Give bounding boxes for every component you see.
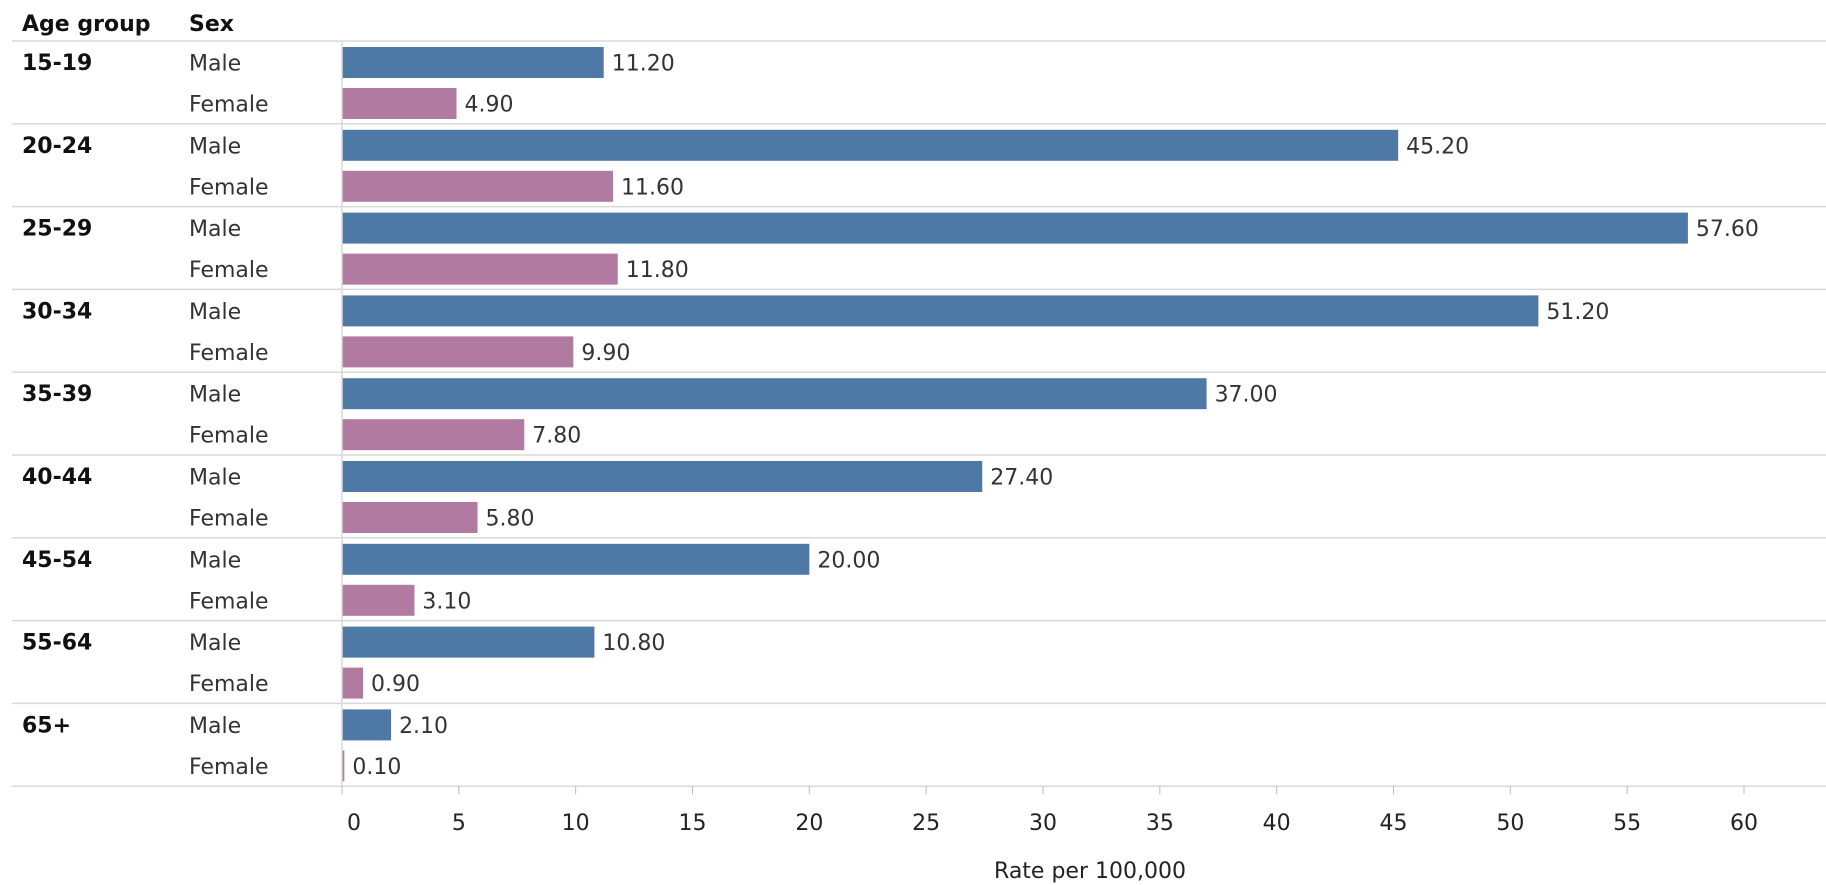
age-group-row: 65+ Male 2.10 Female 0.10 xyxy=(22,709,448,782)
sex-label: Male xyxy=(189,134,241,159)
bar-value-label: 37.00 xyxy=(1215,383,1278,408)
sex-label: Male xyxy=(189,217,241,242)
sex-header: Sex xyxy=(189,12,234,37)
sex-label: Female xyxy=(189,258,269,283)
sex-label: Female xyxy=(189,755,269,780)
x-tick-label: 0 xyxy=(347,811,361,836)
bar-value-label: 11.60 xyxy=(621,175,684,200)
sex-label: Female xyxy=(189,93,269,118)
age-group-label: 25-29 xyxy=(22,217,92,242)
sex-label: Female xyxy=(189,424,269,449)
bar-value-label: 2.10 xyxy=(399,714,448,739)
x-tick-label: 55 xyxy=(1613,811,1641,836)
x-tick-label: 15 xyxy=(679,811,707,836)
male-bar xyxy=(342,709,392,741)
bar-value-label: 5.80 xyxy=(486,507,535,532)
x-tick-label: 5 xyxy=(452,811,466,836)
male-bar xyxy=(342,543,810,575)
age-group-row: 20-24 Male 45.20 Female 11.60 xyxy=(22,129,1469,202)
female-bar xyxy=(342,502,478,533)
x-tick-label: 60 xyxy=(1730,811,1758,836)
bar-value-label: 27.40 xyxy=(990,466,1053,491)
chart-rows: 15-19 Male 11.20 Female 4.90 20-24 Male 45.20 Fe… xyxy=(12,40,1826,787)
age-group-row: 55-64 Male 10.80 Female 0.90 xyxy=(22,626,665,699)
age-group-label: 30-34 xyxy=(22,299,92,324)
bar-value-label: 0.90 xyxy=(371,672,420,697)
age-group-row: 25-29 Male 57.60 Female 11.80 xyxy=(22,212,1759,285)
age-group-label: 65+ xyxy=(22,713,71,738)
male-bar xyxy=(342,47,604,78)
male-bar xyxy=(342,212,1688,244)
age-group-label: 45-54 xyxy=(22,548,92,573)
female-bar xyxy=(342,750,345,782)
sex-label: Male xyxy=(189,714,241,739)
female-bar xyxy=(342,584,415,616)
age-group-label: 35-39 xyxy=(22,382,92,407)
x-tick-label: 30 xyxy=(1029,811,1057,836)
female-bar xyxy=(342,667,364,699)
age-group-label: 40-44 xyxy=(22,465,92,490)
x-axis-title: Rate per 100,000 xyxy=(994,859,1186,884)
bar-value-label: 20.00 xyxy=(817,548,880,573)
sex-label: Male xyxy=(189,383,241,408)
age-group-header: Age group xyxy=(22,12,150,37)
x-tick-label: 50 xyxy=(1496,811,1524,836)
sex-label: Female xyxy=(189,341,269,366)
bar-value-label: 57.60 xyxy=(1696,217,1759,242)
age-group-row: 15-19 Male 11.20 Female 4.90 xyxy=(22,47,675,119)
female-bar xyxy=(342,170,614,202)
sex-label: Female xyxy=(189,672,269,697)
bar-value-label: 7.80 xyxy=(532,424,581,449)
male-bar xyxy=(342,626,595,658)
age-group-label: 15-19 xyxy=(22,51,92,76)
female-bar xyxy=(342,253,618,285)
x-tick-label: 35 xyxy=(1146,811,1174,836)
bar-value-label: 9.90 xyxy=(581,341,630,366)
bar-value-label: 11.80 xyxy=(626,258,689,283)
bar-value-label: 45.20 xyxy=(1406,134,1469,159)
female-bar xyxy=(342,88,457,119)
x-tick-label: 25 xyxy=(912,811,940,836)
sex-label: Female xyxy=(189,507,269,532)
male-bar xyxy=(342,129,1399,161)
age-group-label: 55-64 xyxy=(22,631,92,656)
male-bar xyxy=(342,378,1207,410)
sex-label: Male xyxy=(189,631,241,656)
male-bar xyxy=(342,295,1539,327)
bar-value-label: 10.80 xyxy=(602,631,665,656)
bar-value-label: 4.90 xyxy=(464,93,513,118)
age-group-label: 20-24 xyxy=(22,134,92,159)
female-bar xyxy=(342,419,525,451)
bar-value-label: 51.20 xyxy=(1546,300,1609,325)
female-bar xyxy=(342,336,574,368)
bar-value-label: 3.10 xyxy=(422,589,471,614)
male-bar xyxy=(342,461,983,492)
sex-label: Female xyxy=(189,589,269,614)
age-group-row: 40-44 Male 27.40 Female 5.80 xyxy=(22,461,1053,533)
bar-value-label: 0.10 xyxy=(352,755,401,780)
x-tick-label: 45 xyxy=(1380,811,1408,836)
x-axis: 0 5 10 15 20 25 30 35 40 45 50 55 60 xyxy=(341,786,1758,836)
sex-label: Female xyxy=(189,175,269,200)
age-group-row: 30-34 Male 51.20 Female 9.90 xyxy=(22,295,1609,368)
sex-label: Male xyxy=(189,300,241,325)
sex-label: Male xyxy=(189,548,241,573)
age-group-row: 45-54 Male 20.00 Female 3.10 xyxy=(22,543,880,616)
x-tick-label: 20 xyxy=(795,811,823,836)
x-tick-label: 10 xyxy=(562,811,590,836)
sex-label: Male xyxy=(189,466,241,491)
sex-label: Male xyxy=(189,52,241,77)
header-row: Age group Sex xyxy=(22,12,234,37)
age-group-row: 35-39 Male 37.00 Female 7.80 xyxy=(22,378,1278,451)
bar-value-label: 11.20 xyxy=(612,52,675,77)
x-tick-label: 40 xyxy=(1263,811,1291,836)
